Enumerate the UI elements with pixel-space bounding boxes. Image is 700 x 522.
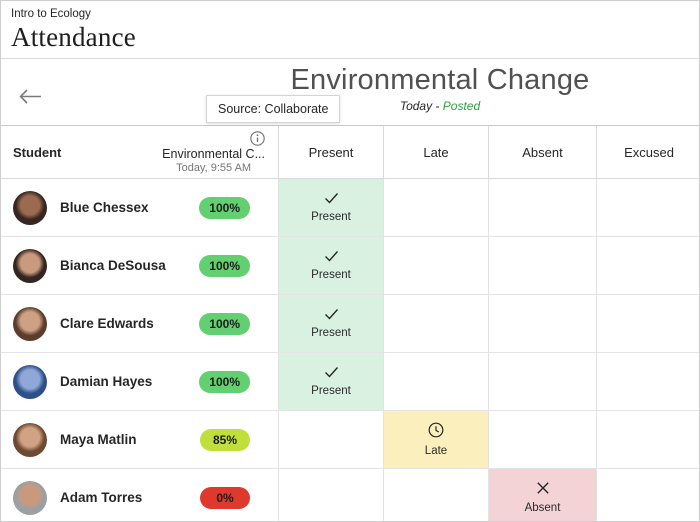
student-name: Adam Torres <box>60 490 143 505</box>
present-mark: Present <box>279 237 383 294</box>
check-icon <box>324 366 339 378</box>
absent-cell[interactable] <box>488 237 596 294</box>
excused-cell[interactable] <box>596 469 699 521</box>
absent-cell[interactable] <box>488 411 596 468</box>
x-icon <box>536 481 550 495</box>
meeting-bar: Environmental Change Today - Posted Sour… <box>1 59 699 125</box>
column-header-absent: Absent <box>488 126 596 178</box>
table-header-row: Student Environmental C... Today, 9:55 A… <box>1 125 699 179</box>
back-button[interactable] <box>13 84 47 109</box>
present-cell[interactable] <box>278 469 383 521</box>
column-header-present: Present <box>278 126 383 178</box>
student-name: Clare Edwards <box>60 316 154 331</box>
table-row: Maya Matlin 85% Late <box>1 411 699 469</box>
meeting-title: Environmental Change <box>290 64 590 96</box>
absent-mark: Absent <box>489 469 596 521</box>
student-name: Bianca DeSousa <box>60 258 166 273</box>
table-row: Bianca DeSousa 100% Present <box>1 237 699 295</box>
student-meeting-header-cell: Student Environmental C... Today, 9:55 A… <box>1 126 278 178</box>
present-cell[interactable] <box>278 411 383 468</box>
attendance-percentage-badge: 100% <box>199 312 250 335</box>
present-label: Present <box>311 385 351 397</box>
check-icon <box>324 308 339 320</box>
avatar <box>13 306 47 341</box>
attendance-percentage-badge: 100% <box>199 254 250 277</box>
avatar <box>13 248 47 283</box>
student-cell: Damian Hayes 100% <box>1 353 278 410</box>
avatar <box>13 422 47 457</box>
clock-icon <box>428 422 444 438</box>
present-cell[interactable]: Present <box>278 179 383 236</box>
page-title: Attendance <box>11 22 136 52</box>
late-mark: Late <box>384 411 488 468</box>
excused-cell[interactable] <box>596 411 699 468</box>
attendance-percentage-badge: 100% <box>199 196 250 219</box>
table-row: Adam Torres 0% Absent <box>1 469 699 521</box>
page-header: Intro to Ecology Attendance <box>1 1 699 59</box>
info-icon[interactable] <box>250 131 265 146</box>
course-name: Intro to Ecology <box>11 8 91 20</box>
student-cell: Adam Torres 0% <box>1 469 278 521</box>
table-row: Clare Edwards 100% Present <box>1 295 699 353</box>
late-label: Late <box>424 445 448 457</box>
source-tooltip-text: Source: Collaborate <box>218 102 329 116</box>
present-mark: Present <box>279 353 383 410</box>
avatar <box>13 480 47 515</box>
present-cell[interactable]: Present <box>278 295 383 352</box>
present-mark: Present <box>279 179 383 236</box>
present-label: Present <box>311 327 351 339</box>
check-icon <box>324 250 339 262</box>
excused-cell[interactable] <box>596 353 699 410</box>
student-name: Maya Matlin <box>60 432 137 447</box>
avatar <box>13 190 47 225</box>
meeting-title-block: Environmental Change Today - Posted <box>181 64 699 113</box>
student-name: Damian Hayes <box>60 374 153 389</box>
absent-label: Absent <box>524 502 561 514</box>
excused-cell[interactable] <box>596 237 699 294</box>
present-label: Present <box>311 269 351 281</box>
meeting-column-header: Environmental C... Today, 9:55 AM <box>162 128 265 176</box>
excused-cell[interactable] <box>596 179 699 236</box>
attendance-percentage-badge: 85% <box>200 428 250 451</box>
column-header-late: Late <box>383 126 488 178</box>
check-icon <box>324 192 339 204</box>
present-mark: Present <box>279 295 383 352</box>
back-arrow-icon <box>17 88 43 105</box>
meeting-status-line: Today - Posted <box>181 99 699 113</box>
late-cell[interactable] <box>383 353 488 410</box>
attendance-percentage-badge: 100% <box>199 370 250 393</box>
meeting-date: Today - <box>399 99 440 113</box>
present-cell[interactable]: Present <box>278 237 383 294</box>
absent-cell[interactable] <box>488 295 596 352</box>
late-cell[interactable]: Late <box>383 411 488 468</box>
present-cell[interactable]: Present <box>278 353 383 410</box>
student-cell: Maya Matlin 85% <box>1 411 278 468</box>
table-row: Damian Hayes 100% Present <box>1 353 699 411</box>
column-header-excused: Excused <box>596 126 699 178</box>
source-tooltip: Source: Collaborate <box>206 95 341 123</box>
late-cell[interactable] <box>383 295 488 352</box>
present-label: Present <box>311 211 351 223</box>
avatar <box>13 364 47 399</box>
absent-cell[interactable] <box>488 353 596 410</box>
student-name: Blue Chessex <box>60 200 149 215</box>
student-cell: Blue Chessex 100% <box>1 179 278 236</box>
absent-cell[interactable] <box>488 179 596 236</box>
student-column-header: Student <box>13 144 62 160</box>
table-row: Blue Chessex 100% Present <box>1 179 699 237</box>
attendance-percentage-badge: 0% <box>200 486 250 509</box>
student-cell: Clare Edwards 100% <box>1 295 278 352</box>
late-cell[interactable] <box>383 179 488 236</box>
posted-status: Posted <box>442 99 481 113</box>
absent-cell[interactable]: Absent <box>488 469 596 521</box>
meeting-column-title: Environmental C... <box>162 146 265 161</box>
excused-cell[interactable] <box>596 295 699 352</box>
meeting-column-subtitle: Today, 9:55 AM <box>176 162 252 175</box>
late-cell[interactable] <box>383 237 488 294</box>
student-cell: Bianca DeSousa 100% <box>1 237 278 294</box>
late-cell[interactable] <box>383 469 488 521</box>
